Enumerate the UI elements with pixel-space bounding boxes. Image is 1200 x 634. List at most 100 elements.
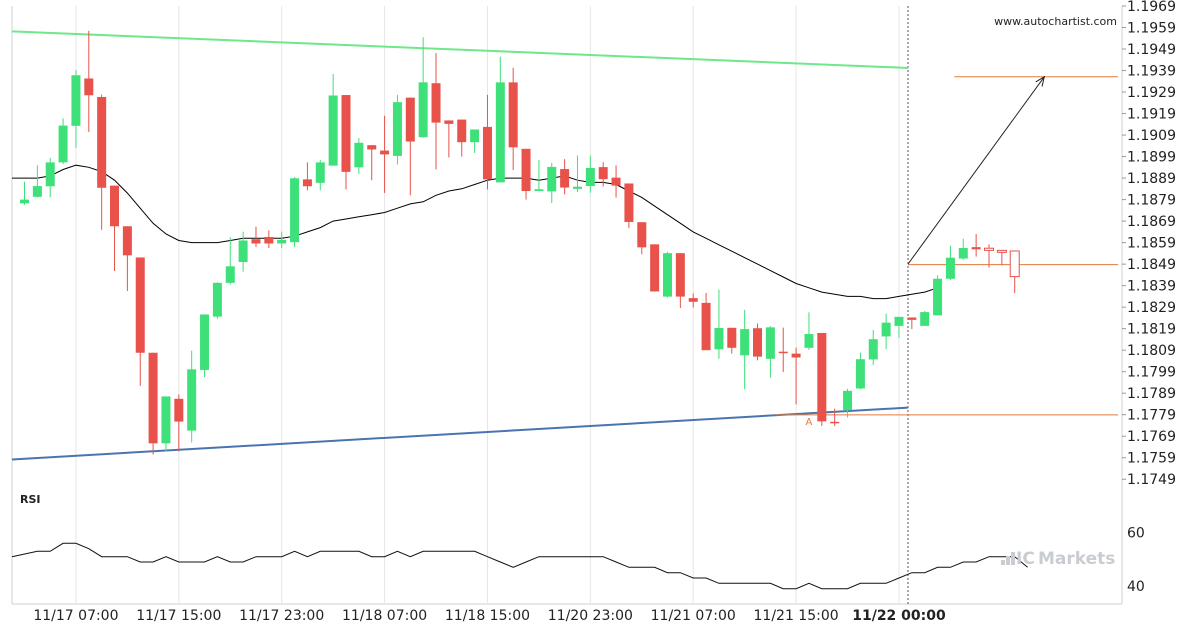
candle [984, 244, 994, 268]
candle-body [405, 97, 415, 142]
candle-body [765, 327, 775, 359]
candle-body [740, 329, 750, 356]
candle-body [354, 142, 364, 168]
candle [264, 230, 274, 248]
candle [920, 311, 930, 326]
brand-mark-icon [1001, 552, 1015, 565]
candle-body [328, 95, 338, 166]
candle [996, 249, 1007, 266]
candle-body [277, 239, 287, 244]
candle-body [637, 222, 647, 248]
price-tick-label: 1.1879 [1127, 193, 1176, 209]
candle [701, 292, 711, 351]
price-tick-label: 1.1869 [1127, 214, 1176, 230]
candle [855, 352, 865, 390]
candle-body [933, 278, 943, 316]
price-tick-label: 1.1789 [1127, 386, 1176, 402]
candle-body [290, 178, 300, 243]
candle [560, 159, 570, 195]
price-tick-label: 1.1819 [1127, 322, 1176, 338]
candle [637, 222, 647, 255]
candle-body [624, 183, 634, 222]
candle [251, 226, 261, 247]
candle [290, 177, 300, 248]
candle [457, 119, 467, 157]
candle-body [894, 316, 904, 326]
candle-body [714, 328, 724, 350]
candle [572, 155, 582, 193]
candle [958, 238, 968, 260]
candle [727, 327, 737, 354]
time-tick-label: 11/17 23:00 [239, 608, 324, 624]
candle-body [418, 82, 428, 138]
support-line [11, 406, 909, 461]
candle-body [470, 129, 480, 143]
candle [817, 332, 827, 426]
candle-body [984, 247, 994, 251]
point-a-label: A [806, 417, 813, 428]
candle-body [187, 369, 197, 431]
time-tick-label: 11/20 23:00 [548, 608, 633, 624]
candle [753, 323, 763, 361]
candle [380, 115, 390, 193]
candle-body [778, 351, 788, 354]
price-tick-label: 1.1839 [1127, 279, 1176, 295]
price-tick-label: 1.1919 [1127, 107, 1176, 123]
rsi-panel: 60 40 [11, 526, 1145, 595]
candle [84, 30, 94, 133]
candle-body [534, 189, 544, 191]
candle-body [380, 150, 390, 155]
rsi-tick-label: 60 [1127, 526, 1145, 542]
time-tick-label: 11/18 07:00 [342, 608, 427, 624]
candle-body [367, 145, 377, 150]
candle [58, 118, 68, 165]
candle-body [701, 302, 711, 351]
candle [1009, 250, 1020, 294]
candle [791, 347, 801, 405]
candle-body [804, 334, 814, 348]
source-label: www.autochartist.com [994, 15, 1117, 28]
candle [765, 326, 775, 378]
candle-body [611, 177, 621, 186]
price-tick-label: 1.1809 [1127, 343, 1176, 359]
candle-body [84, 78, 94, 96]
candle-body [1009, 250, 1020, 278]
candle-body [122, 226, 132, 256]
candle-body [264, 237, 274, 244]
candle-body [444, 120, 454, 124]
candle [110, 185, 120, 272]
candle [933, 275, 943, 316]
candle-body [20, 199, 29, 204]
candle-body [920, 312, 930, 326]
candle-body [508, 82, 518, 148]
candle-body [560, 169, 570, 188]
candle-body [650, 244, 660, 292]
price-tick-label: 1.1769 [1127, 429, 1176, 445]
candle-body [392, 102, 402, 156]
brand-logo: IC Markets [1001, 549, 1115, 569]
candle-body [727, 327, 737, 348]
price-tick-label: 1.1799 [1127, 365, 1176, 381]
candle-body [791, 353, 801, 358]
moving-average-line [12, 164, 938, 300]
moving-average [12, 164, 938, 300]
candle [225, 237, 235, 285]
candle [804, 312, 814, 350]
candle-body [200, 314, 210, 370]
candle [547, 163, 557, 204]
candle [945, 245, 955, 281]
price-tick-label: 1.1889 [1127, 171, 1176, 187]
candle [714, 289, 724, 359]
candle [663, 251, 672, 298]
candle [598, 162, 608, 187]
price-tick-label: 1.1779 [1127, 408, 1176, 424]
projection-arrowhead [1035, 75, 1046, 87]
candle [830, 408, 840, 426]
candle-body [855, 359, 865, 389]
candle [650, 244, 660, 292]
candle [405, 97, 415, 196]
candle [71, 70, 81, 148]
candle [881, 313, 891, 350]
